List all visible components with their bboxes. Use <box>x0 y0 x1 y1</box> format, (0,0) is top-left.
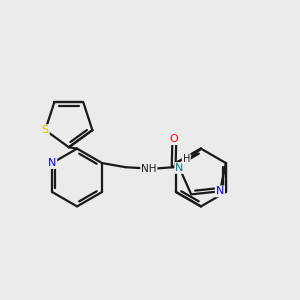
Text: H: H <box>183 154 190 164</box>
Text: NH: NH <box>141 164 157 174</box>
Text: N: N <box>48 158 56 168</box>
Text: N: N <box>216 186 224 196</box>
Text: S: S <box>42 125 49 135</box>
Text: O: O <box>170 134 178 144</box>
Text: N: N <box>175 163 184 173</box>
